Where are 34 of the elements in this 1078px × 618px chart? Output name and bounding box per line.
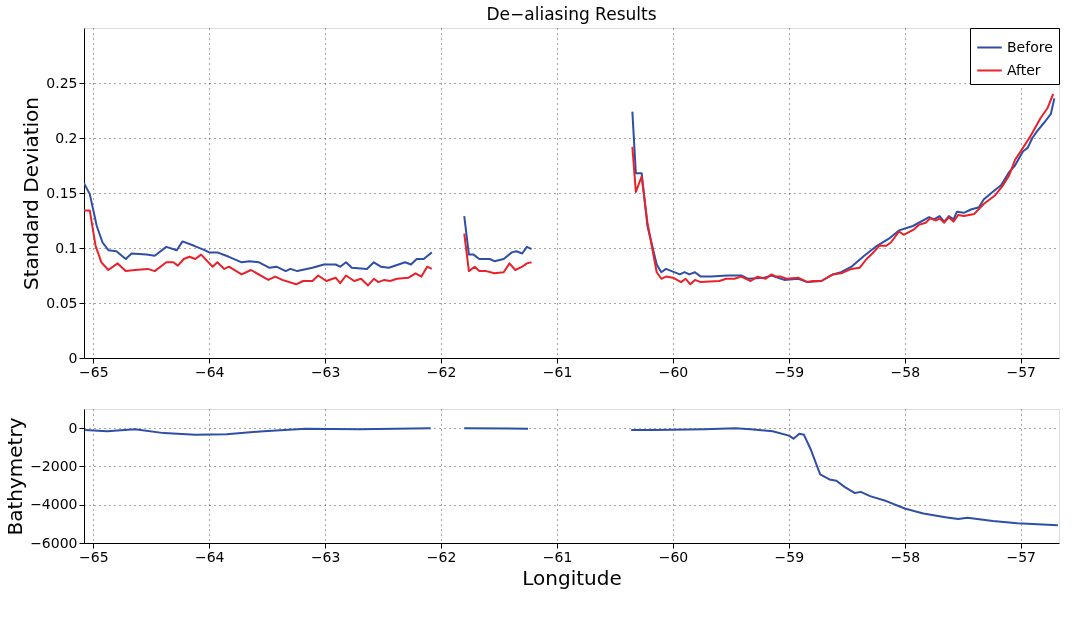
x-tick-label: −57	[1006, 548, 1037, 565]
y-tick-label: 0	[68, 349, 78, 366]
x-tick-label: −60	[658, 363, 689, 380]
x-tick-label: −64	[194, 363, 225, 380]
x-tick-label: −63	[310, 548, 341, 565]
y-tick-label: −4000	[30, 496, 78, 513]
y-axis-title: Standard Deviation	[19, 96, 44, 291]
y-tick-label: 0.05	[46, 294, 78, 311]
y-tick-label: 0.25	[46, 74, 78, 91]
x-tick-label: −60	[658, 548, 689, 565]
y-tick-label: 0.2	[55, 129, 78, 146]
x-tick-label: −57	[1006, 363, 1037, 380]
x-tick-label: −65	[79, 548, 109, 565]
x-tick-label: −62	[426, 363, 457, 380]
y-tick-label: 0	[68, 419, 78, 436]
x-tick-label: −65	[79, 363, 109, 380]
chart-title: De−aliasing Results	[486, 3, 657, 24]
legend-label: Before	[1007, 38, 1053, 55]
y-axis-title: Bathymetry	[3, 417, 28, 536]
x-tick-label: −58	[890, 363, 921, 380]
x-tick-label: −59	[774, 548, 805, 565]
x-tick-label: −61	[542, 363, 573, 380]
y-tick-label: 0.15	[46, 184, 78, 201]
y-tick-label: −6000	[30, 534, 78, 551]
x-tick-label: −59	[774, 363, 805, 380]
legend-label: After	[1007, 61, 1041, 78]
y-tick-label: 0.1	[55, 239, 78, 256]
x-tick-label: −64	[194, 548, 225, 565]
x-tick-label: −63	[310, 363, 341, 380]
x-tick-label: −62	[426, 548, 457, 565]
x-tick-label: −58	[890, 548, 921, 565]
y-tick-label: −2000	[30, 457, 78, 474]
x-tick-label: −61	[542, 548, 573, 565]
x-axis-title: Longitude	[522, 565, 622, 590]
